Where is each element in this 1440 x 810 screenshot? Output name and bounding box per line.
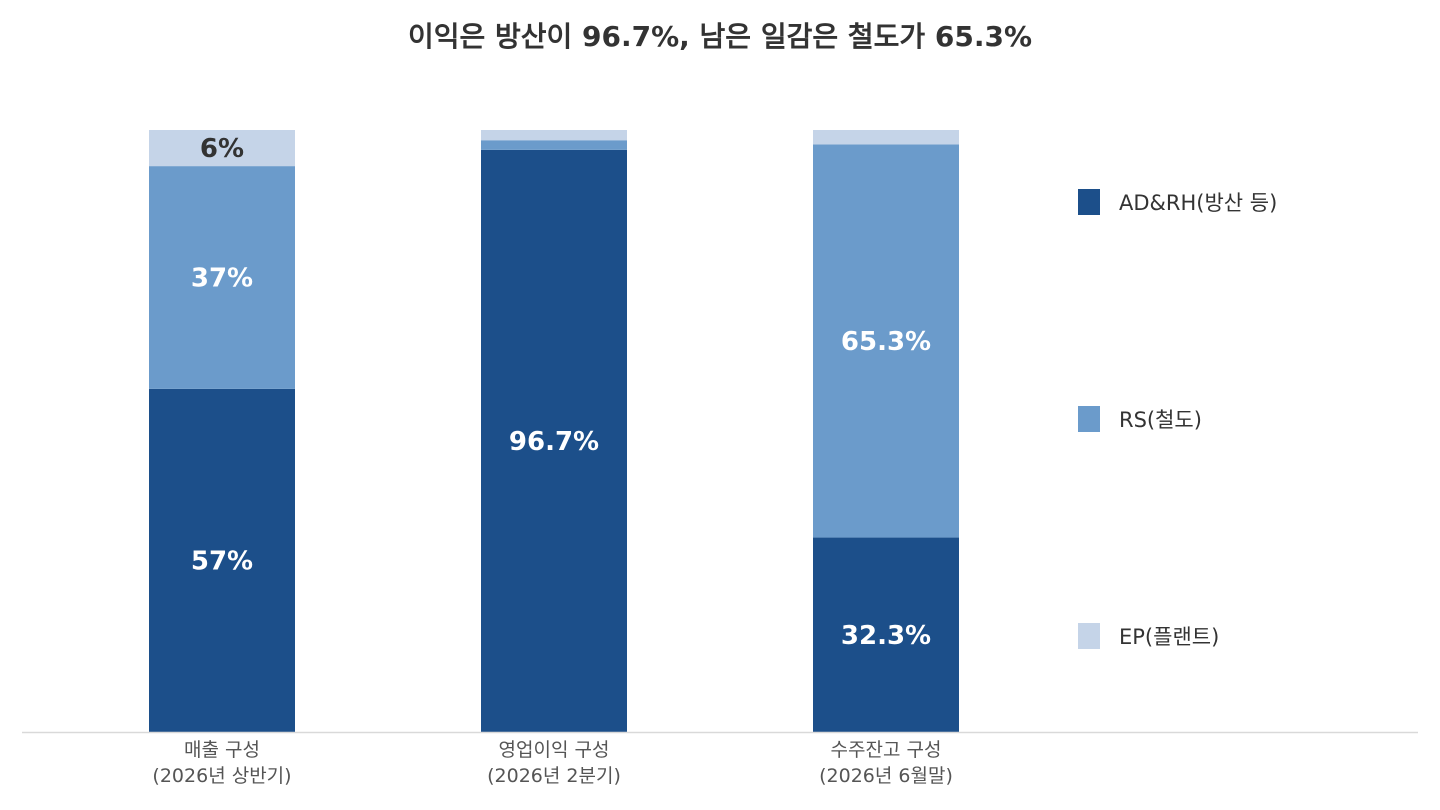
segment-labels-group: 57% 37% 6% 96.7% 32.3% 65.3% [191, 134, 931, 651]
category-label-3-line2: (2026년 6월말) [819, 765, 953, 787]
chart-title: 이익은 방산이 96.7%, 남은 일감은 철도가 65.3% [408, 20, 1032, 53]
segment-label-3-2: 65.3% [841, 327, 931, 357]
segment-label-3-1: 32.3% [841, 621, 931, 651]
segment-label-2-1: 96.7% [509, 427, 599, 457]
bar-segment-2-1 [481, 149, 627, 733]
bar-segment-3-2 [813, 144, 959, 538]
bar-segment-2-3 [481, 130, 627, 141]
category-label-1-line1: 매출 구성 [184, 739, 260, 761]
segment-label-1-2: 37% [191, 263, 253, 293]
bar-segment-1-1 [149, 388, 295, 732]
legend-swatch-1 [1078, 189, 1100, 215]
bar-segment-1-3 [149, 130, 295, 167]
segment-label-1-1: 57% [191, 546, 253, 576]
bar-segment-2-2 [481, 140, 627, 150]
legend-swatch-2 [1078, 406, 1100, 432]
category-labels-group: 매출 구성 (2026년 상반기) 영업이익 구성 (2026년 2분기) 수주잔고 구… [152, 739, 952, 787]
category-label-2-line1: 영업이익 구성 [499, 739, 610, 761]
category-label-2-line2: (2026년 2분기) [487, 765, 621, 787]
legend-label-1: AD&RH(방산 등) [1119, 191, 1277, 215]
category-label-1-line2: (2026년 상반기) [152, 765, 291, 787]
category-label-3-line1: 수주잔고 구성 [831, 739, 942, 761]
bar-segment-3-3 [813, 130, 959, 145]
bar-segment-1-2 [149, 166, 295, 389]
legend-label-2: RS(철도) [1119, 408, 1202, 432]
segment-label-1-3: 6% [200, 134, 244, 164]
legend: AD&RH(방산 등) RS(철도) EP(플랜트) [1078, 189, 1277, 649]
bar-segment-3-1 [813, 537, 959, 732]
bars-group [149, 130, 959, 733]
legend-swatch-3 [1078, 623, 1100, 649]
legend-label-3: EP(플랜트) [1119, 625, 1219, 649]
